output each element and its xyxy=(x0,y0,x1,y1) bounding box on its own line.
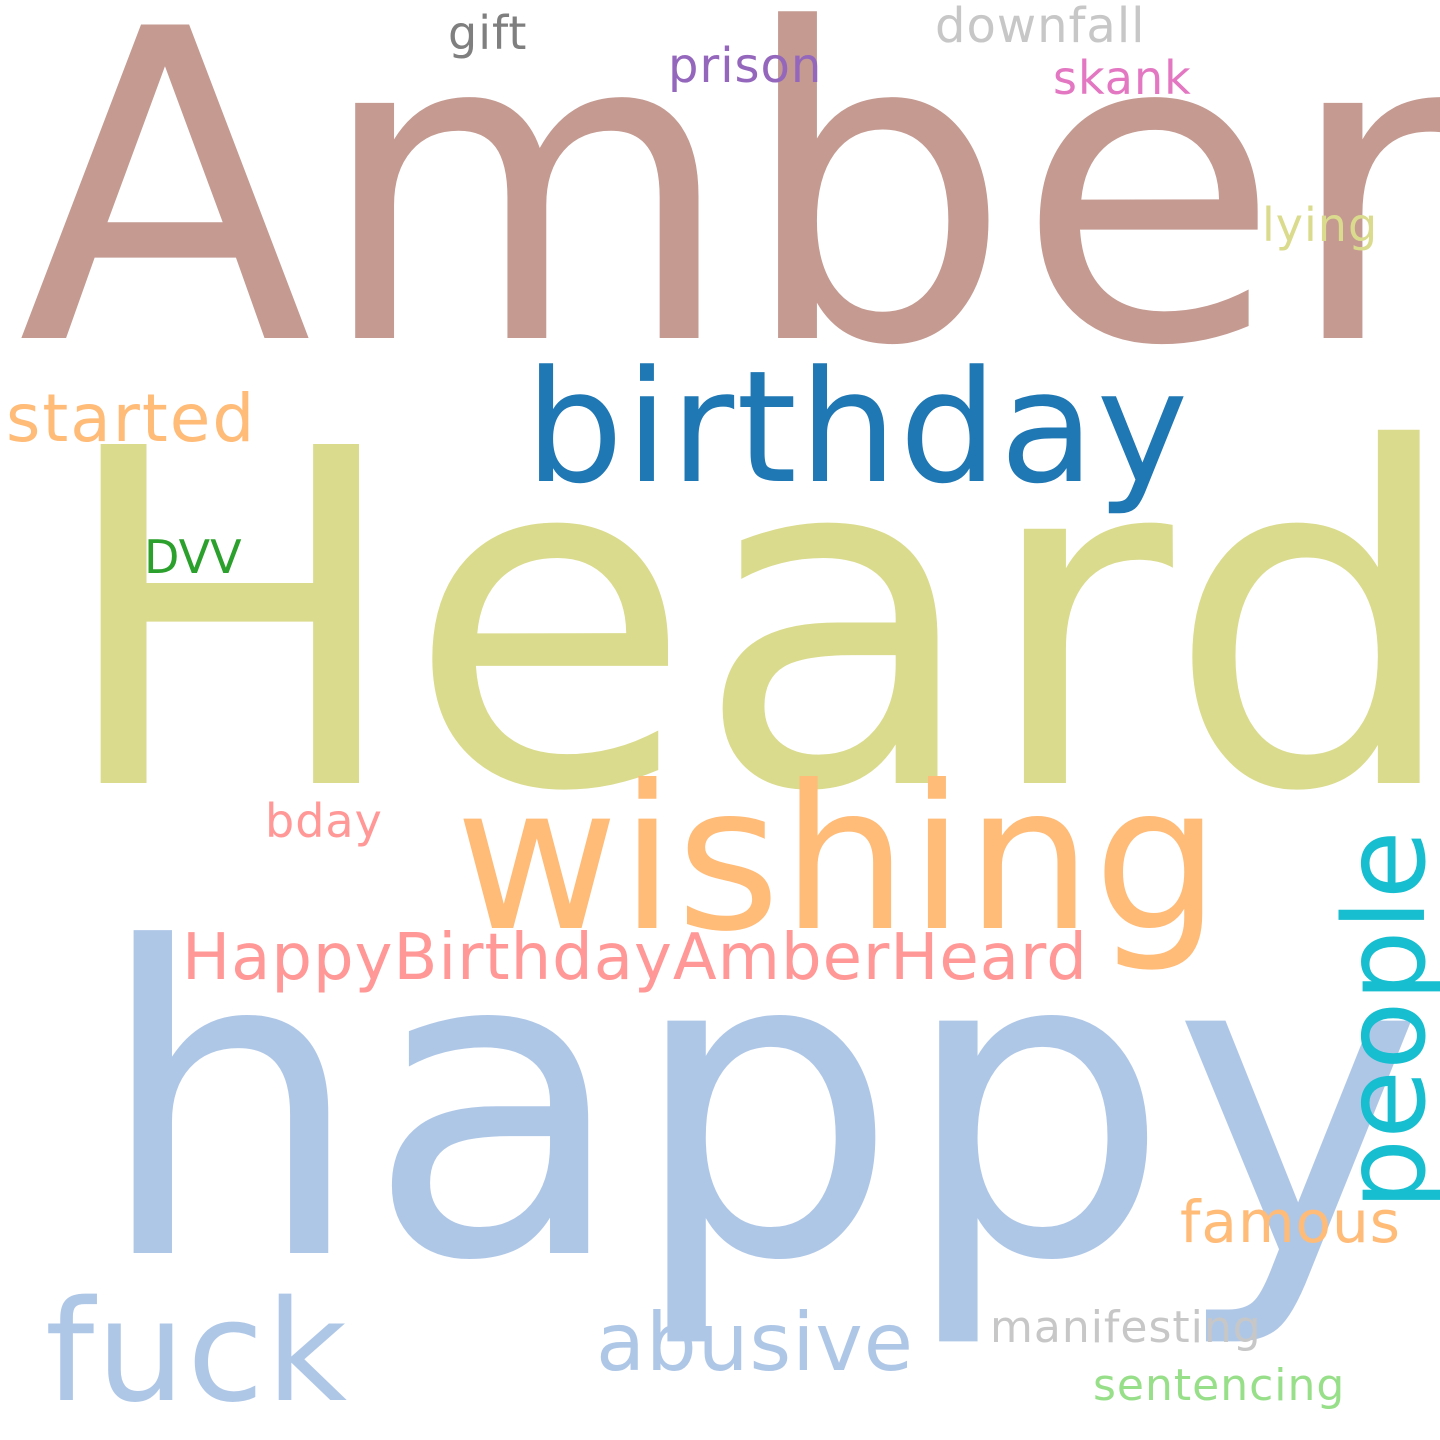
word-amber: Amber xyxy=(18,0,1440,440)
word-manifesting: manifesting xyxy=(990,1302,1262,1353)
word-famous: famous xyxy=(1180,1188,1401,1256)
word-happybirthdayamberheard: HappyBirthdayAmberHeard xyxy=(182,921,1088,995)
word-abusive: abusive xyxy=(596,1296,914,1389)
word-started: started xyxy=(6,380,257,457)
word-heard: Heard xyxy=(55,351,1440,893)
word-downfall: downfall xyxy=(935,0,1146,54)
word-lying: lying xyxy=(1262,198,1379,252)
word-dvv: DVV xyxy=(144,530,242,584)
word-birthday: birthday xyxy=(525,337,1191,518)
word-sentencing: sentencing xyxy=(1093,1360,1346,1411)
word-skank: skank xyxy=(1053,51,1192,105)
word-gift: gift xyxy=(448,6,528,60)
word-fuck: fuck xyxy=(45,1271,350,1434)
word-people: people xyxy=(1321,830,1440,1210)
word-happy: happy xyxy=(95,860,1426,1354)
word-wishing: wishing xyxy=(455,743,1222,976)
word-prison: prison xyxy=(668,38,823,94)
word-bday: bday xyxy=(265,794,383,848)
